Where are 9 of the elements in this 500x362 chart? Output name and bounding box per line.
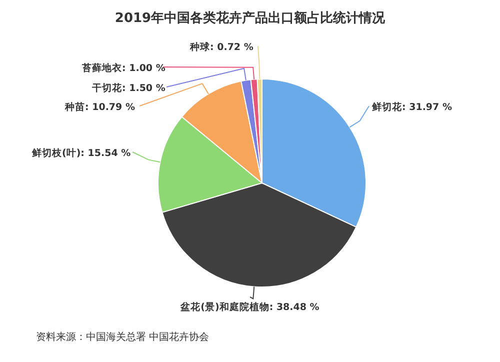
slice-label: 鲜切枝(叶): 15.54 % xyxy=(31,147,132,159)
text: 资料来源：中国海关总署 中国花卉协会 xyxy=(36,331,210,343)
slice-label: 种苗: 10.79 % xyxy=(64,101,136,113)
slice-label: 苔藓地衣: 1.00 % xyxy=(81,62,166,74)
chart-title: 2019年中国各类花卉产品出口额占比统计情况 xyxy=(114,10,386,26)
slice-label: 盆花(景)和庭院植物: 38.48 % xyxy=(180,301,320,313)
slice-label: 干切花: 1.50 % xyxy=(91,82,166,94)
slice-label: 种球: 0.72 % xyxy=(189,41,254,53)
slice-label: 鲜切花: 31.97 % xyxy=(371,101,452,113)
